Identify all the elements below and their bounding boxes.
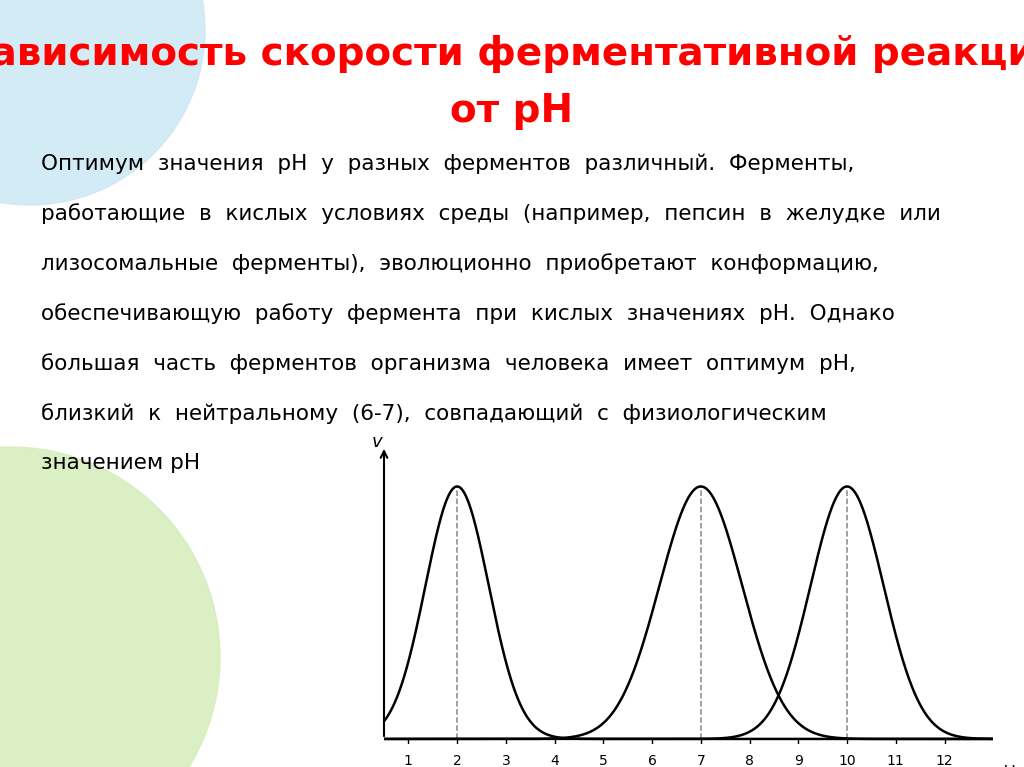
Text: 1: 1 <box>403 754 413 767</box>
Circle shape <box>0 447 220 767</box>
Text: 9: 9 <box>794 754 803 767</box>
Text: 2: 2 <box>453 754 462 767</box>
Text: лизосомальные  ферменты),  эволюционно  приобретают  конформацию,: лизосомальные ферменты), эволюционно при… <box>41 253 879 274</box>
Text: Зависимость скорости ферментативной реакции: Зависимость скорости ферментативной реак… <box>0 35 1024 73</box>
Text: Оптимум  значения  рН  у  разных  ферментов  различный.  Ферменты,: Оптимум значения рН у разных ферментов р… <box>41 153 854 174</box>
Circle shape <box>0 0 205 205</box>
Text: 7: 7 <box>696 754 706 767</box>
Text: 8: 8 <box>745 754 754 767</box>
Text: 10: 10 <box>839 754 856 767</box>
Text: 11: 11 <box>887 754 904 767</box>
Text: обеспечивающую  работу  фермента  при  кислых  значениях  рН.  Однако: обеспечивающую работу фермента при кислы… <box>41 303 895 324</box>
Text: 3: 3 <box>502 754 510 767</box>
Text: рН: рН <box>993 764 1016 767</box>
Text: работающие  в  кислых  условиях  среды  (например,  пепсин  в  желудке  или: работающие в кислых условиях среды (напр… <box>41 203 941 224</box>
Text: 6: 6 <box>647 754 656 767</box>
Text: v: v <box>372 433 382 451</box>
Text: 5: 5 <box>599 754 607 767</box>
Text: 12: 12 <box>936 754 953 767</box>
Text: близкий  к  нейтральному  (6-7),  совпадающий  с  физиологическим: близкий к нейтральному (6-7), совпадающи… <box>41 403 826 423</box>
Text: от рН: от рН <box>451 92 573 130</box>
Text: 4: 4 <box>550 754 559 767</box>
Text: значением рН: значением рН <box>41 453 200 472</box>
Text: большая  часть  ферментов  организма  человека  имеет  оптимум  рН,: большая часть ферментов организма челове… <box>41 353 856 374</box>
